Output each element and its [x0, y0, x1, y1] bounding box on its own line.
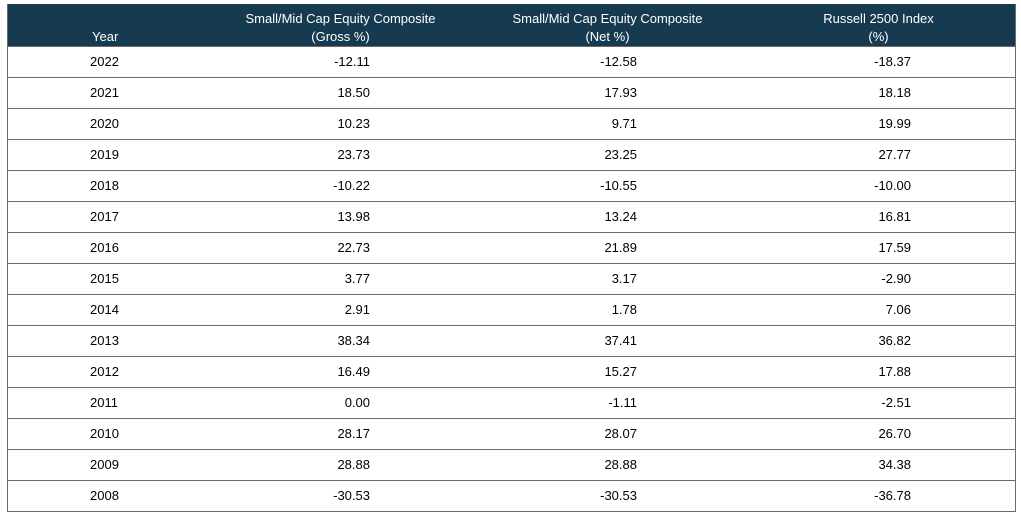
cell-net: 9.71: [473, 108, 742, 140]
cell-gross: 18.50: [208, 77, 473, 109]
table-row: 2011 0.00 -1.11 -2.51: [8, 387, 1015, 419]
table-row: 2010 28.17 28.07 26.70: [8, 418, 1015, 450]
cell-gross: 3.77: [208, 263, 473, 295]
table-row: 2013 38.34 37.41 36.82: [8, 325, 1015, 357]
cell-net: 37.41: [473, 325, 742, 357]
header-net-line1: Small/Mid Cap Equity Composite: [512, 10, 703, 26]
cell-gross: -30.53: [208, 480, 473, 512]
cell-year: 2014: [8, 294, 208, 326]
cell-net: 1.78: [473, 294, 742, 326]
table-row: 2022 -12.11 -12.58 -18.37: [8, 45, 1015, 78]
cell-index: -2.51: [742, 387, 1015, 419]
header-gross-line2: (Gross %): [311, 28, 370, 44]
cell-year: 2022: [8, 45, 208, 78]
cell-index: 34.38: [742, 449, 1015, 481]
header-index-line1: Russell 2500 Index: [823, 10, 934, 26]
cell-year: 2021: [8, 77, 208, 109]
cell-gross: 28.17: [208, 418, 473, 450]
header-gross-line1: Small/Mid Cap Equity Composite: [245, 10, 436, 26]
cell-year: 2011: [8, 387, 208, 419]
returns-table-container: Year Small/Mid Cap Equity Composite (Gro…: [7, 4, 1016, 512]
cell-net: 3.17: [473, 263, 742, 295]
cell-net: 28.88: [473, 449, 742, 481]
cell-gross: 28.88: [208, 449, 473, 481]
table-body: 2022 -12.11 -12.58 -18.37 2021 18.50 17.93 18.1…: [8, 45, 1015, 512]
table-row: 2019 23.73 23.25 27.77: [8, 139, 1015, 171]
header-year: Year: [8, 4, 208, 46]
cell-index: 19.99: [742, 108, 1015, 140]
cell-index: 17.59: [742, 232, 1015, 264]
cell-net: -1.11: [473, 387, 742, 419]
cell-net: 15.27: [473, 356, 742, 388]
cell-year: 2009: [8, 449, 208, 481]
cell-net: -30.53: [473, 480, 742, 512]
cell-gross: 16.49: [208, 356, 473, 388]
cell-gross: 2.91: [208, 294, 473, 326]
cell-index: -18.37: [742, 45, 1015, 78]
cell-gross: -12.11: [208, 45, 473, 78]
table-row: 2009 28.88 28.88 34.38: [8, 449, 1015, 481]
cell-year: 2010: [8, 418, 208, 450]
header-row: Year Small/Mid Cap Equity Composite (Gro…: [8, 4, 1015, 46]
table-row: 2021 18.50 17.93 18.18: [8, 77, 1015, 109]
cell-net: 13.24: [473, 201, 742, 233]
cell-gross: 22.73: [208, 232, 473, 264]
cell-year: 2012: [8, 356, 208, 388]
cell-year: 2016: [8, 232, 208, 264]
cell-index: 26.70: [742, 418, 1015, 450]
table-row: 2017 13.98 13.24 16.81: [8, 201, 1015, 233]
cell-net: 23.25: [473, 139, 742, 171]
table-row: 2014 2.91 1.78 7.06: [8, 294, 1015, 326]
cell-year: 2013: [8, 325, 208, 357]
table-header: Year Small/Mid Cap Equity Composite (Gro…: [8, 4, 1015, 46]
cell-net: -10.55: [473, 170, 742, 202]
cell-index: 27.77: [742, 139, 1015, 171]
cell-year: 2008: [8, 480, 208, 512]
table-row: 2012 16.49 15.27 17.88: [8, 356, 1015, 388]
cell-net: 28.07: [473, 418, 742, 450]
cell-index: 17.88: [742, 356, 1015, 388]
cell-year: 2019: [8, 139, 208, 171]
cell-year: 2018: [8, 170, 208, 202]
cell-index: 7.06: [742, 294, 1015, 326]
cell-index: -2.90: [742, 263, 1015, 295]
table-row: 2008 -30.53 -30.53 -36.78: [8, 480, 1015, 512]
cell-gross: -10.22: [208, 170, 473, 202]
cell-index: -36.78: [742, 480, 1015, 512]
cell-gross: 23.73: [208, 139, 473, 171]
cell-index: 18.18: [742, 77, 1015, 109]
returns-table: Year Small/Mid Cap Equity Composite (Gro…: [8, 4, 1015, 512]
table-row: 2016 22.73 21.89 17.59: [8, 232, 1015, 264]
cell-gross: 13.98: [208, 201, 473, 233]
cell-year: 2015: [8, 263, 208, 295]
header-net: Small/Mid Cap Equity Composite (Net %): [473, 4, 742, 46]
header-net-line2: (Net %): [585, 28, 630, 44]
header-gross: Small/Mid Cap Equity Composite (Gross %): [208, 4, 473, 46]
table-row: 2015 3.77 3.17 -2.90: [8, 263, 1015, 295]
cell-index: -10.00: [742, 170, 1015, 202]
table-row: 2020 10.23 9.71 19.99: [8, 108, 1015, 140]
cell-gross: 38.34: [208, 325, 473, 357]
cell-year: 2020: [8, 108, 208, 140]
cell-gross: 0.00: [208, 387, 473, 419]
cell-year: 2017: [8, 201, 208, 233]
cell-gross: 10.23: [208, 108, 473, 140]
cell-net: 17.93: [473, 77, 742, 109]
table-row: 2018 -10.22 -10.55 -10.00: [8, 170, 1015, 202]
header-index: Russell 2500 Index (%): [742, 4, 1015, 46]
cell-index: 36.82: [742, 325, 1015, 357]
cell-net: -12.58: [473, 45, 742, 78]
header-index-line2: (%): [868, 28, 889, 44]
cell-index: 16.81: [742, 201, 1015, 233]
cell-net: 21.89: [473, 232, 742, 264]
header-year-label: Year: [92, 28, 119, 44]
